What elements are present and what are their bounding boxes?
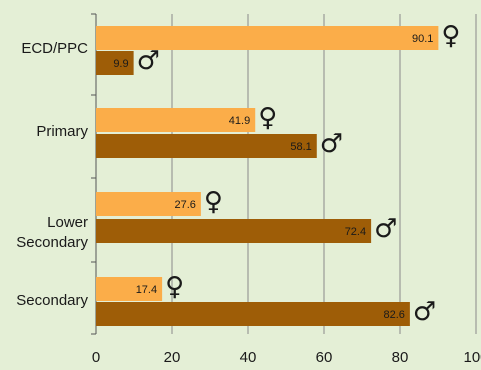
female-bar (96, 108, 256, 132)
female-symbol-icon: ♀ (258, 103, 277, 133)
data-label: 82.6 (383, 309, 404, 321)
bars (96, 26, 439, 326)
male-bar (96, 302, 410, 326)
female-symbol-icon: ♀ (165, 272, 184, 302)
data-label: 27.6 (174, 199, 195, 211)
category-label: ECD/PPC (21, 40, 88, 57)
male-bar (96, 51, 134, 75)
category-label-line: Secondary (16, 234, 88, 251)
x-tick-label: 60 (316, 349, 333, 366)
labels: 0 20 40 60 80 100 ECD/PPC Primary Lower Secondary… (16, 21, 481, 366)
male-symbol-icon: ♂ (320, 129, 343, 159)
category-label: Primary (36, 123, 88, 140)
female-symbol-icon: ♀ (204, 187, 223, 217)
male-symbol-icon: ♂ (374, 214, 397, 244)
male-bar (96, 134, 317, 158)
female-bar (96, 192, 201, 216)
category-label: Secondary (16, 292, 88, 309)
female-symbol-icon: ♀ (441, 21, 460, 51)
x-tick-label: 0 (92, 349, 100, 366)
female-bar (96, 277, 163, 301)
x-tick-label: 80 (392, 349, 409, 366)
category-label: Lower Secondary (16, 214, 88, 251)
data-label: 17.4 (136, 284, 157, 296)
male-symbol-icon: ♂ (413, 297, 436, 327)
male-bar (96, 219, 372, 243)
x-tick-label: 20 (164, 349, 181, 366)
x-tick-label: 40 (240, 349, 257, 366)
data-label: 9.9 (113, 58, 128, 70)
category-label-line: Lower (47, 214, 88, 231)
data-label: 72.4 (345, 226, 366, 238)
female-bar (96, 26, 439, 50)
data-label: 58.1 (290, 141, 311, 153)
data-label: 41.9 (229, 115, 250, 127)
x-tick-label: 100 (463, 349, 481, 366)
male-symbol-icon: ♂ (137, 46, 160, 76)
data-label: 90.1 (412, 33, 433, 45)
